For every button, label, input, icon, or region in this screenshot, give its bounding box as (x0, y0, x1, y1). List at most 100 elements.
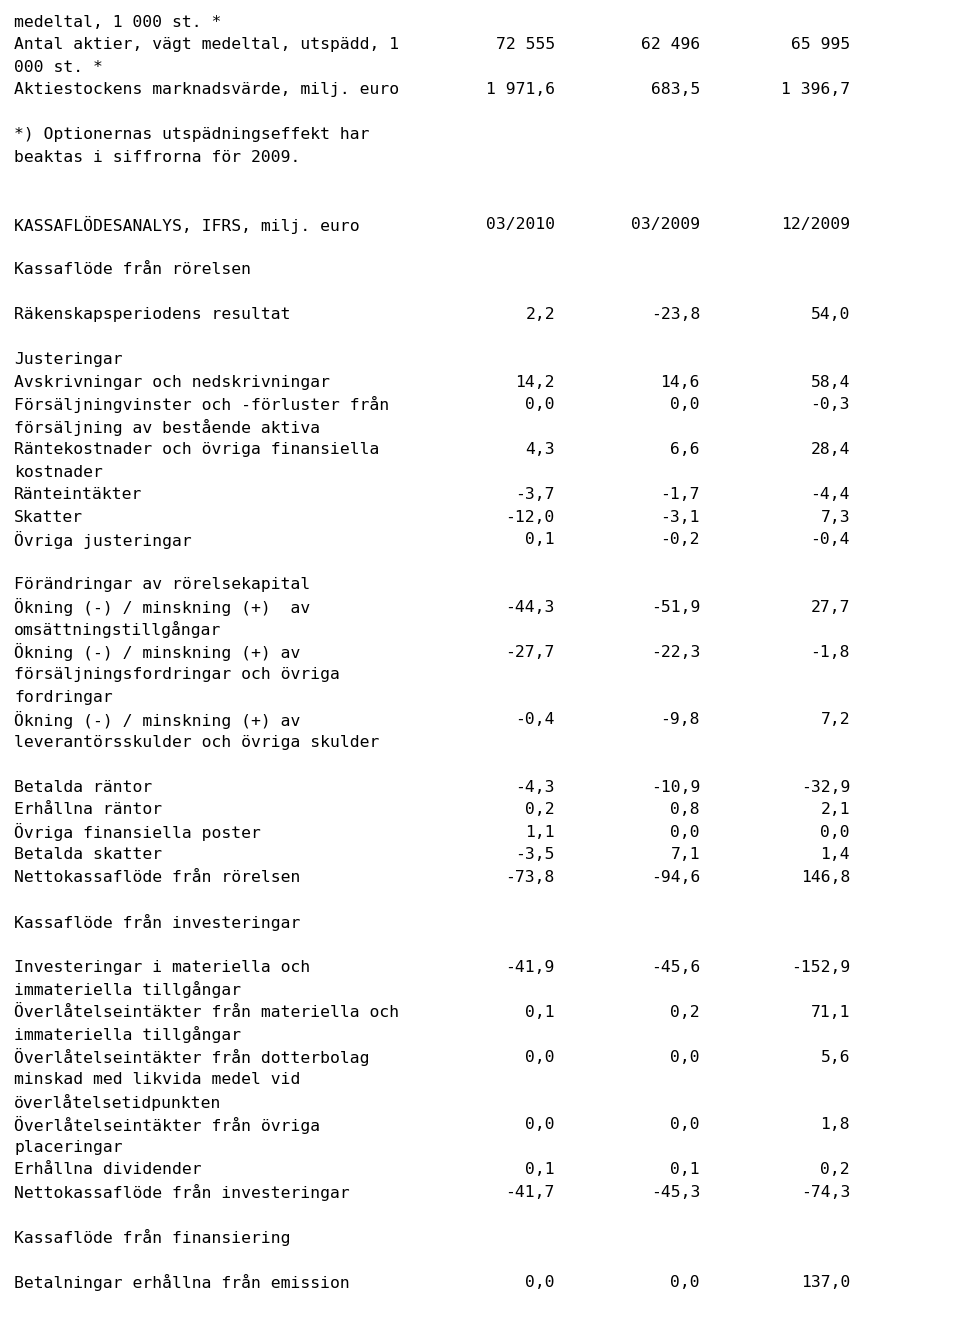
Text: 1,1: 1,1 (525, 825, 555, 839)
Text: medeltal, 1 000 st. *: medeltal, 1 000 st. * (14, 15, 222, 30)
Text: 1 396,7: 1 396,7 (780, 82, 850, 97)
Text: -1,8: -1,8 (810, 645, 850, 659)
Text: Förändringar av rörelsekapital: Förändringar av rörelsekapital (14, 577, 310, 592)
Text: -12,0: -12,0 (506, 510, 555, 525)
Text: 0,0: 0,0 (525, 398, 555, 412)
Text: immateriella tillgångar: immateriella tillgångar (14, 1026, 241, 1044)
Text: Försäljningvinster och -förluster från: Försäljningvinster och -förluster från (14, 396, 389, 414)
Text: Betalningar erhållna från emission: Betalningar erhållna från emission (14, 1273, 349, 1291)
Text: -4,4: -4,4 (810, 488, 850, 502)
Text: 58,4: 58,4 (810, 375, 850, 389)
Text: Erhållna räntor: Erhållna räntor (14, 802, 162, 818)
Text: 0,0: 0,0 (670, 1050, 700, 1065)
Text: 71,1: 71,1 (810, 1005, 850, 1019)
Text: placeringar: placeringar (14, 1140, 123, 1155)
Text: KASSAFLÖDESANALYS, IFRS, milj. euro: KASSAFLÖDESANALYS, IFRS, milj. euro (14, 216, 360, 234)
Text: Kassaflöde från investeringar: Kassaflöde från investeringar (14, 913, 300, 931)
Text: 7,1: 7,1 (670, 847, 700, 862)
Text: -22,3: -22,3 (651, 645, 700, 659)
Text: 0,0: 0,0 (525, 1050, 555, 1065)
Text: 03/2010: 03/2010 (486, 218, 555, 232)
Text: -51,9: -51,9 (651, 600, 700, 615)
Text: 0,0: 0,0 (670, 398, 700, 412)
Text: 0,8: 0,8 (670, 802, 700, 818)
Text: -152,9: -152,9 (791, 960, 850, 975)
Text: -1,7: -1,7 (660, 488, 700, 502)
Text: 65 995: 65 995 (791, 38, 850, 52)
Text: 0,0: 0,0 (525, 1275, 555, 1289)
Text: -4,3: -4,3 (516, 780, 555, 795)
Text: -0,4: -0,4 (516, 712, 555, 728)
Text: -10,9: -10,9 (651, 780, 700, 795)
Text: 2,2: 2,2 (525, 308, 555, 322)
Text: Ökning (-) / minskning (+) av: Ökning (-) / minskning (+) av (14, 710, 300, 729)
Text: -45,6: -45,6 (651, 960, 700, 975)
Text: 2,1: 2,1 (821, 802, 850, 818)
Text: beaktas i siffrorna för 2009.: beaktas i siffrorna för 2009. (14, 150, 300, 165)
Text: 0,1: 0,1 (525, 532, 555, 547)
Text: Antal aktier, vägt medeltal, utspädd, 1: Antal aktier, vägt medeltal, utspädd, 1 (14, 38, 399, 52)
Text: 28,4: 28,4 (810, 442, 850, 457)
Text: -45,3: -45,3 (651, 1185, 700, 1199)
Text: 0,0: 0,0 (670, 825, 700, 839)
Text: -3,1: -3,1 (660, 510, 700, 525)
Text: 0,0: 0,0 (670, 1275, 700, 1289)
Text: Övriga justeringar: Övriga justeringar (14, 530, 192, 549)
Text: Investeringar i materiella och: Investeringar i materiella och (14, 960, 310, 975)
Text: 54,0: 54,0 (810, 308, 850, 322)
Text: -0,2: -0,2 (660, 532, 700, 547)
Text: Betalda skatter: Betalda skatter (14, 847, 162, 862)
Text: 0,2: 0,2 (525, 802, 555, 818)
Text: Överlåtelseintäkter från dotterbolag: Överlåtelseintäkter från dotterbolag (14, 1049, 370, 1066)
Text: 0,0: 0,0 (525, 1117, 555, 1132)
Text: -9,8: -9,8 (660, 712, 700, 728)
Text: 7,2: 7,2 (821, 712, 850, 728)
Text: 03/2009: 03/2009 (631, 218, 700, 232)
Text: 6,6: 6,6 (670, 442, 700, 457)
Text: Räkenskapsperiodens resultat: Räkenskapsperiodens resultat (14, 308, 291, 322)
Text: 0,0: 0,0 (821, 825, 850, 839)
Text: -41,7: -41,7 (506, 1185, 555, 1199)
Text: kostnader: kostnader (14, 465, 103, 479)
Text: -44,3: -44,3 (506, 600, 555, 615)
Text: 0,2: 0,2 (670, 1005, 700, 1019)
Text: Justeringar: Justeringar (14, 352, 123, 367)
Text: Överlåtelseintäkter från materiella och: Överlåtelseintäkter från materiella och (14, 1005, 399, 1019)
Text: -27,7: -27,7 (506, 645, 555, 659)
Text: immateriella tillgångar: immateriella tillgångar (14, 982, 241, 998)
Text: 14,2: 14,2 (516, 375, 555, 389)
Text: -41,9: -41,9 (506, 960, 555, 975)
Text: 1,8: 1,8 (821, 1117, 850, 1132)
Text: 27,7: 27,7 (810, 600, 850, 615)
Text: 72 555: 72 555 (495, 38, 555, 52)
Text: Överlåtelseintäkter från övriga: Överlåtelseintäkter från övriga (14, 1116, 320, 1133)
Text: 0,0: 0,0 (670, 1117, 700, 1132)
Text: *) Optionernas utspädningseffekt har: *) Optionernas utspädningseffekt har (14, 128, 370, 142)
Text: -73,8: -73,8 (506, 870, 555, 885)
Text: Nettokassaflöde från rörelsen: Nettokassaflöde från rörelsen (14, 870, 300, 885)
Text: Skatter: Skatter (14, 510, 84, 525)
Text: omsättningstillgångar: omsättningstillgångar (14, 622, 222, 638)
Text: 14,6: 14,6 (660, 375, 700, 389)
Text: 0,1: 0,1 (670, 1162, 700, 1178)
Text: överlåtelsetidpunkten: överlåtelsetidpunkten (14, 1093, 222, 1111)
Text: Ökning (-) / minskning (+)  av: Ökning (-) / minskning (+) av (14, 598, 310, 616)
Text: Kassaflöde från finansiering: Kassaflöde från finansiering (14, 1229, 291, 1246)
Text: Aktiestockens marknadsvärde, milj. euro: Aktiestockens marknadsvärde, milj. euro (14, 82, 399, 97)
Text: 0,1: 0,1 (525, 1005, 555, 1019)
Text: -0,4: -0,4 (810, 532, 850, 547)
Text: -3,5: -3,5 (516, 847, 555, 862)
Text: 4,3: 4,3 (525, 442, 555, 457)
Text: -32,9: -32,9 (801, 780, 850, 795)
Text: 146,8: 146,8 (801, 870, 850, 885)
Text: 137,0: 137,0 (801, 1275, 850, 1289)
Text: Betalda räntor: Betalda räntor (14, 780, 153, 795)
Text: -3,7: -3,7 (516, 488, 555, 502)
Text: Räntekostnader och övriga finansiella: Räntekostnader och övriga finansiella (14, 442, 379, 457)
Text: Övriga finansiella poster: Övriga finansiella poster (14, 823, 261, 841)
Text: leverantörsskulder och övriga skulder: leverantörsskulder och övriga skulder (14, 735, 379, 749)
Text: -74,3: -74,3 (801, 1185, 850, 1199)
Text: -94,6: -94,6 (651, 870, 700, 885)
Text: -23,8: -23,8 (651, 308, 700, 322)
Text: 000 st. *: 000 st. * (14, 59, 103, 75)
